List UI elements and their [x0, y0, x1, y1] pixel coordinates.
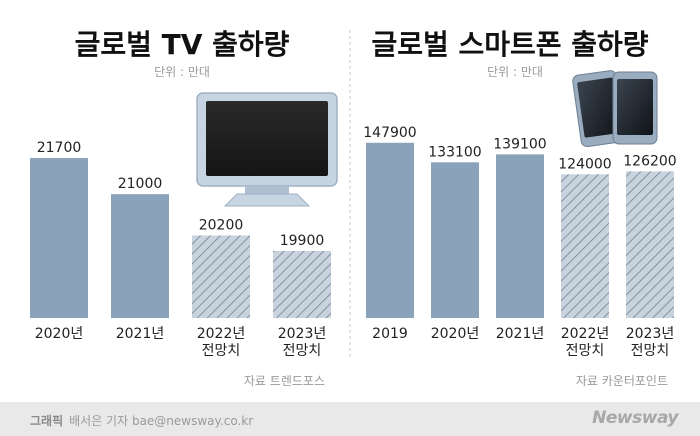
category-label: 2019 — [372, 326, 408, 342]
credit-label: 그래픽 — [30, 414, 64, 428]
bar-value-label: 21700 — [37, 140, 82, 156]
bar-value-label: 20200 — [199, 217, 244, 233]
bar-value-label: 21000 — [118, 176, 163, 192]
category-label: 2023년 전망치 — [626, 326, 675, 359]
unit-label: 단위 : 만대 — [487, 65, 543, 79]
category-label: 2020년 — [431, 326, 480, 342]
newsway-logo: Newsway — [592, 408, 678, 428]
source-label: 자료 카운터포인트 — [576, 374, 668, 388]
graphic-credit: 그래픽 배서은 기자 bae@newsway.co.kr — [30, 412, 253, 429]
bar — [496, 154, 544, 318]
source-label: 자료 트렌드포스 — [244, 374, 325, 388]
smartphones-icon — [572, 70, 658, 148]
bar — [366, 142, 414, 318]
chart-title: 글로벌 TV 출하량 — [75, 28, 290, 61]
forecast-bar — [273, 250, 331, 318]
category-label: 2022년 전망치 — [197, 326, 246, 359]
forecast-bar — [192, 235, 250, 318]
bar-value-label: 19900 — [280, 233, 325, 249]
tv-monitor-icon — [196, 92, 338, 207]
bar — [431, 162, 479, 318]
bar-value-label: 147900 — [363, 125, 416, 141]
category-label: 2020년 — [35, 326, 84, 342]
unit-label: 단위 : 만대 — [154, 65, 210, 79]
category-label: 2021년 — [116, 326, 165, 342]
bar — [111, 194, 169, 318]
category-label: 2023년 전망치 — [278, 326, 327, 359]
forecast-bar — [626, 171, 674, 318]
category-label: 2021년 — [496, 326, 545, 342]
bar-charts: 21700 2020년 21000 2021년 20200 2022년 전망치 19900 20… — [30, 125, 677, 359]
bar-value-label: 139100 — [493, 136, 546, 152]
bar-value-label: 126200 — [623, 153, 676, 169]
category-label: 2022년 전망치 — [561, 326, 610, 359]
chart-title: 글로벌 스마트폰 출하량 — [371, 28, 648, 61]
bar-value-label: 124000 — [558, 156, 611, 172]
forecast-bar — [561, 174, 609, 318]
credit-text: 배서은 기자 bae@newsway.co.kr — [69, 414, 254, 428]
bar-value-label: 133100 — [428, 144, 481, 160]
bar — [30, 158, 88, 318]
footer-bar: 그래픽 배서은 기자 bae@newsway.co.kr Newsway — [0, 402, 700, 436]
